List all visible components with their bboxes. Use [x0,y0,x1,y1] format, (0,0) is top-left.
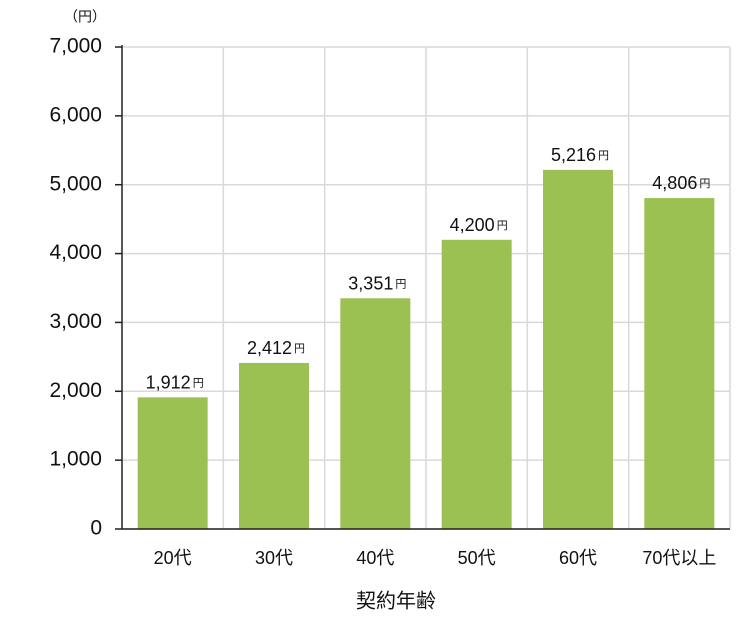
bar [137,397,208,529]
value-label: 2,412 [247,338,292,358]
value-unit: 円 [497,220,508,232]
x-tick-label: 30代 [255,548,293,568]
bar [340,298,411,529]
y-tick-label: 0 [90,517,102,540]
value-label-group: 5,216 円 [551,145,609,165]
x-tick-label: 60代 [559,548,597,568]
x-axis-title: 契約年齢 [356,589,436,612]
value-unit: 円 [699,178,710,190]
value-label-group: 1,912 円 [146,372,204,392]
value-unit: 円 [294,343,305,355]
value-label: 4,806 [652,173,697,193]
y-tick-label: 2,000 [49,379,102,402]
value-label: 4,200 [450,215,495,235]
bar [441,239,512,530]
y-tick-label: 5,000 [49,172,102,195]
x-tick-label: 40代 [356,548,394,568]
x-tick-label: 70代以上 [642,548,716,568]
y-tick-label: 3,000 [49,310,102,333]
y-tick-label: 6,000 [49,103,102,126]
y-tick-label: 4,000 [49,241,102,264]
x-tick-label: 20代 [154,548,192,568]
y-unit: （円） [64,9,106,25]
value-label-group: 3,351 円 [348,273,406,293]
y-tick-label: 7,000 [49,35,102,58]
bar [239,362,309,529]
bar [644,198,715,529]
value-label-group: 4,806 円 [652,173,710,193]
value-unit: 円 [598,150,609,162]
value-label-group: 4,200 円 [450,215,508,235]
value-label-group: 2,412 円 [247,338,305,358]
value-unit: 円 [193,377,204,389]
value-unit: 円 [395,278,406,290]
value-label: 3,351 [348,273,393,293]
y-tick-label: 1,000 [49,448,102,471]
value-label: 5,216 [551,145,596,165]
value-label: 1,912 [146,372,191,392]
x-tick-label: 50代 [458,548,496,568]
bar [543,169,613,530]
